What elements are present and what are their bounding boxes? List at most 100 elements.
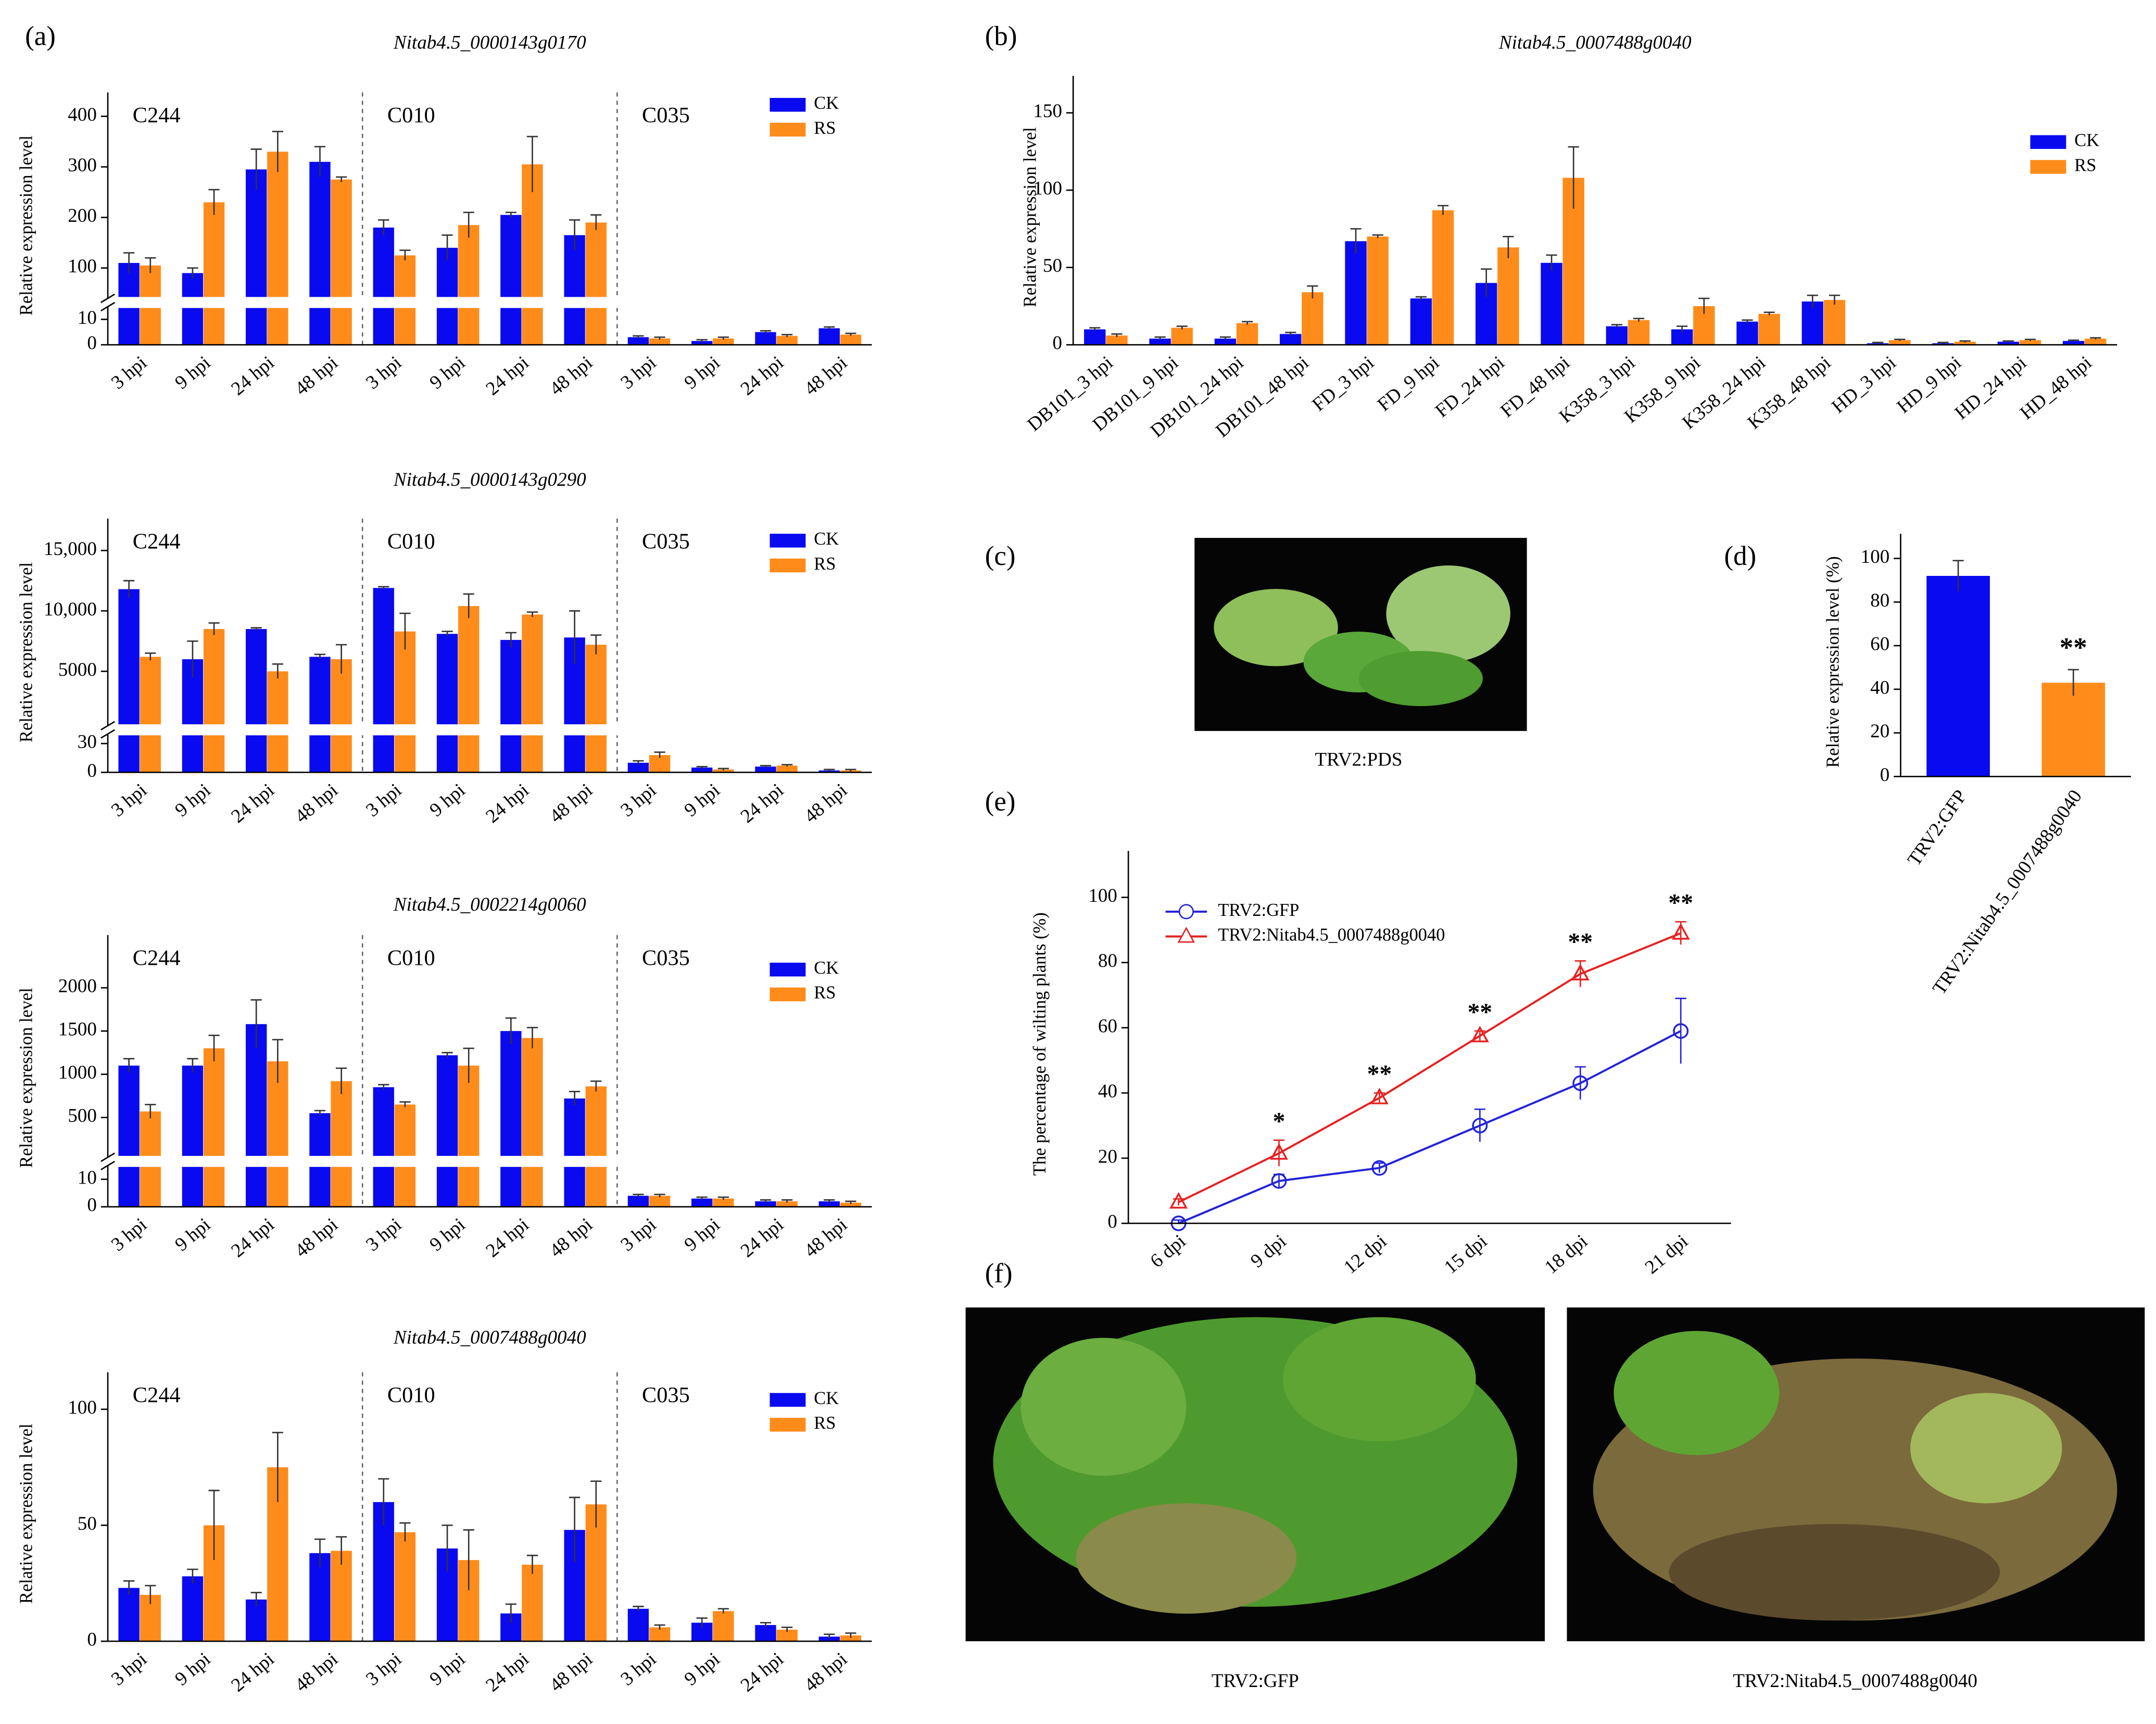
chart-title: Nitab4.5_0000143g0290 [393, 469, 586, 490]
bar [1432, 210, 1454, 345]
marker [1270, 1143, 1289, 1160]
bar [522, 614, 543, 773]
break-mark [100, 729, 115, 739]
bar [182, 1576, 204, 1642]
legend-label: CK [814, 958, 839, 978]
y-tick-label: 20 [1098, 1146, 1117, 1167]
bar [373, 228, 394, 345]
y-tick-label: 0 [87, 1194, 97, 1216]
legend-swatch [2030, 160, 2066, 174]
marker [1571, 964, 1590, 980]
bar [585, 222, 607, 345]
marker [1371, 1160, 1388, 1176]
legend-swatch [770, 962, 806, 977]
marker [1271, 1173, 1287, 1189]
y-tick-label: 100 [1033, 178, 1062, 199]
group-label: C010 [387, 529, 435, 553]
break-mark [100, 301, 115, 311]
bar [755, 766, 776, 773]
bar [500, 215, 522, 345]
series-line [1178, 932, 1681, 1203]
legend-label: CK [814, 529, 839, 549]
bar [1606, 326, 1628, 345]
group-label: C010 [387, 1383, 435, 1407]
bar [2085, 338, 2107, 345]
bar [627, 1196, 649, 1207]
bar [713, 1198, 734, 1207]
bar [1758, 313, 1780, 345]
bar [1867, 343, 1889, 345]
y-tick-label: 30 [78, 732, 97, 753]
bar [776, 1629, 798, 1642]
bar [691, 1198, 713, 1207]
bar [1926, 576, 1990, 777]
bar [649, 338, 671, 345]
bar [267, 1061, 288, 1207]
y-tick-label: 10 [78, 1167, 97, 1188]
bar [818, 328, 840, 345]
y-tick-label: 80 [1870, 590, 1889, 611]
bar [1410, 298, 1432, 345]
panel-label: (b) [985, 21, 1017, 51]
bar [1932, 343, 1954, 345]
bar [776, 765, 798, 773]
bar [2019, 340, 2041, 345]
y-tick-label: 0 [1052, 333, 1062, 354]
y-tick-label: 0 [1880, 764, 1890, 786]
bar [1367, 236, 1389, 345]
marker [1169, 1192, 1188, 1209]
y-tick-label: 10,000 [44, 599, 97, 620]
y-tick-label: 60 [1098, 1015, 1117, 1037]
bar [522, 1038, 543, 1207]
bar [394, 631, 416, 773]
bar [713, 1611, 734, 1642]
bar [840, 334, 862, 345]
bar [331, 1551, 352, 1642]
y-axis-label: The percentage of wilting plants (%) [1030, 912, 1050, 1176]
marker [1673, 1023, 1689, 1039]
chart-title: Nitab4.5_0002214g0060 [393, 894, 586, 915]
bar [818, 1201, 840, 1207]
bar [755, 1201, 776, 1207]
bar [1997, 342, 2019, 345]
y-axis-label: Relative expression level [16, 562, 36, 743]
marker [1671, 923, 1690, 940]
bar [246, 629, 267, 773]
chart-title: Nitab4.5_0007488g0040 [1498, 32, 1692, 53]
bar [309, 161, 331, 345]
chart-title: Nitab4.5_0007488g0040 [393, 1327, 586, 1349]
legend-label: RS [2074, 155, 2096, 175]
y-tick-label: 2000 [58, 976, 97, 997]
bar [373, 1502, 394, 1642]
bar [522, 164, 543, 345]
significance: * [1273, 1108, 1285, 1135]
bar [691, 767, 713, 773]
bar [246, 1024, 267, 1207]
group-label: C244 [133, 946, 181, 970]
bar [203, 629, 225, 773]
bar [649, 1196, 671, 1207]
bar [1541, 262, 1562, 345]
bar [309, 657, 331, 773]
legend-label: TRV2:GFP [1218, 900, 1299, 920]
marker [1370, 1087, 1389, 1104]
bar [564, 235, 585, 345]
bar [182, 659, 204, 773]
panel-label: (f) [985, 1258, 1013, 1288]
legend-label: RS [814, 554, 836, 574]
y-tick-label: 0 [87, 333, 97, 354]
panel-label: (e) [985, 786, 1016, 816]
legend-marker [1177, 926, 1195, 943]
y-axis-label: Relative expression level (%) [1823, 556, 1843, 767]
legend-marker [1178, 904, 1194, 920]
bar [713, 338, 734, 345]
bar [1889, 340, 1911, 345]
bar [1345, 241, 1367, 345]
significance: ** [2060, 633, 2087, 663]
group-label: C244 [133, 103, 181, 128]
photo-caption: TRV2:GFP [1212, 1670, 1299, 1692]
legend-label: CK [814, 93, 839, 113]
y-tick-label: 40 [1870, 677, 1889, 698]
legend-label: RS [814, 983, 836, 1003]
y-tick-label: 100 [1861, 546, 1890, 568]
